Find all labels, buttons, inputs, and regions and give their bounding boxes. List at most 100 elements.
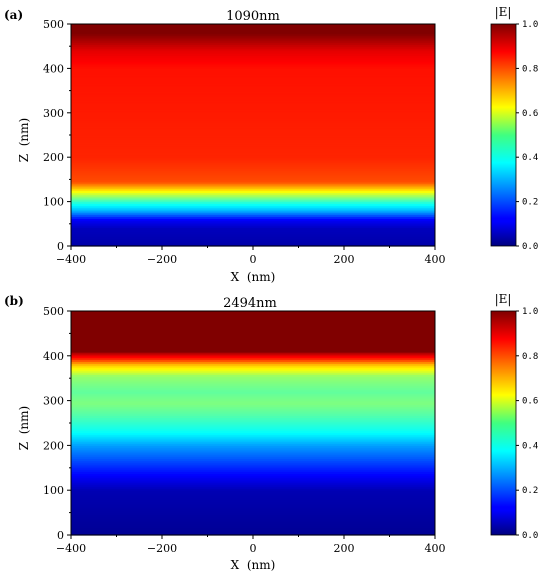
heatmap-band: [71, 381, 435, 385]
heatmap-band: [71, 118, 435, 121]
panel-b-colorbar-gradient: [490, 310, 517, 536]
heatmap-band: [71, 333, 435, 336]
heatmap-band: [71, 133, 435, 136]
heatmap-band: [71, 66, 435, 69]
heatmap-band: [71, 242, 435, 245]
colorbar-tick-label: 0.4: [522, 153, 538, 163]
heatmap-band: [71, 57, 435, 60]
heatmap-band: [71, 44, 435, 47]
heatmap-band: [71, 389, 435, 392]
heatmap-band: [71, 385, 435, 389]
heatmap-band: [71, 214, 435, 217]
heatmap-band: [71, 107, 435, 110]
heatmap-band: [71, 520, 435, 523]
heatmap-band: [71, 29, 435, 32]
heatmap-band: [71, 125, 435, 129]
panel-b-colorbar-title: |E|: [495, 292, 512, 306]
heatmap-band: [71, 493, 435, 497]
heatmap-band: [71, 484, 435, 488]
heatmap-band: [71, 231, 435, 234]
heatmap-band: [71, 428, 435, 432]
heatmap-band: [71, 186, 435, 190]
heatmap-band: [71, 372, 435, 376]
panel-a-heatmap: [71, 24, 435, 247]
heatmap-band: [71, 92, 435, 95]
heatmap-band: [71, 236, 435, 240]
panel-a-ticks: −400 −200 0 200 400 0 100 200 300 400 500: [43, 18, 446, 266]
x-tick-label: −400: [56, 542, 86, 555]
heatmap-band: [71, 27, 435, 31]
heatmap-band: [71, 417, 435, 420]
heatmap-band: [71, 75, 435, 79]
heatmap-band: [71, 123, 435, 127]
heatmap-band: [71, 488, 435, 491]
heatmap-band: [71, 147, 435, 151]
heatmap-band: [71, 240, 435, 243]
heatmap-band: [71, 164, 435, 168]
heatmap-band: [71, 122, 435, 125]
heatmap-band: [71, 210, 435, 214]
y-tick-label: 500: [43, 305, 64, 318]
panel-a-xlabel: X (nm): [231, 270, 276, 284]
colorbar-tick-label: 0.0: [522, 242, 538, 252]
heatmap-band: [71, 234, 435, 238]
heatmap-band: [71, 168, 435, 171]
colorbar-tick-label: 1.0: [522, 307, 538, 317]
heatmap-band: [71, 380, 435, 383]
heatmap-band: [71, 324, 435, 327]
heatmap-band: [71, 486, 435, 489]
heatmap-band: [71, 83, 435, 86]
x-tick-label: −400: [56, 253, 86, 266]
heatmap-band: [71, 374, 435, 377]
heatmap-band: [71, 203, 435, 206]
heatmap-band: [71, 409, 435, 413]
colorbar-tick-label: 0.2: [522, 486, 538, 496]
panel-a: (a) 1090nm −400 −200 0 200 400 0 100 200 300 400 5…: [4, 5, 538, 284]
heatmap-band: [71, 318, 435, 321]
heatmap-band: [71, 138, 435, 142]
heatmap-band: [71, 209, 435, 212]
heatmap-band: [71, 81, 435, 84]
heatmap-band: [71, 218, 435, 221]
heatmap-band: [71, 398, 435, 402]
heatmap-band: [71, 503, 435, 506]
x-tick-label: 400: [425, 542, 446, 555]
heatmap-band: [71, 197, 435, 201]
heatmap-band: [71, 24, 435, 27]
heatmap-band: [71, 90, 435, 94]
heatmap-band: [71, 149, 435, 153]
panel-a-ylabel: Z (nm): [17, 118, 31, 162]
heatmap-band: [71, 325, 435, 329]
heatmap-band: [71, 55, 435, 58]
heatmap-band: [71, 196, 435, 199]
heatmap-band: [71, 73, 435, 77]
heatmap-band: [71, 525, 435, 529]
heatmap-band: [71, 512, 435, 516]
heatmap-band: [71, 127, 435, 131]
heatmap-band: [71, 220, 435, 223]
heatmap-band: [71, 383, 435, 387]
heatmap-band: [71, 413, 435, 417]
heatmap-band: [71, 475, 435, 478]
heatmap-band: [71, 353, 435, 357]
heatmap-band: [71, 151, 435, 155]
colorbar-tick-label: 0.6: [522, 109, 538, 119]
heatmap-band: [71, 436, 435, 439]
heatmap-band: [71, 432, 435, 435]
heatmap-band: [71, 505, 435, 508]
heatmap-band: [71, 497, 435, 501]
heatmap-band: [71, 499, 435, 502]
y-tick-label: 400: [43, 350, 64, 363]
heatmap-band: [71, 314, 435, 318]
heatmap-band: [71, 183, 435, 186]
heatmap-band: [71, 170, 435, 173]
heatmap-band: [71, 510, 435, 514]
panel-a-colorbar-gradient: [490, 23, 517, 247]
heatmap-band: [71, 48, 435, 51]
heatmap-band: [71, 96, 435, 99]
y-tick-label: 100: [43, 484, 64, 497]
heatmap-band: [71, 322, 435, 325]
heatmap-band: [71, 492, 435, 495]
heatmap-band: [71, 415, 435, 418]
heatmap-band: [71, 162, 435, 166]
